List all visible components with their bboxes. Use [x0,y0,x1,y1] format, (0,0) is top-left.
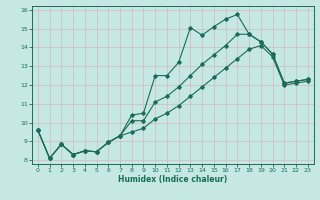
X-axis label: Humidex (Indice chaleur): Humidex (Indice chaleur) [118,175,228,184]
